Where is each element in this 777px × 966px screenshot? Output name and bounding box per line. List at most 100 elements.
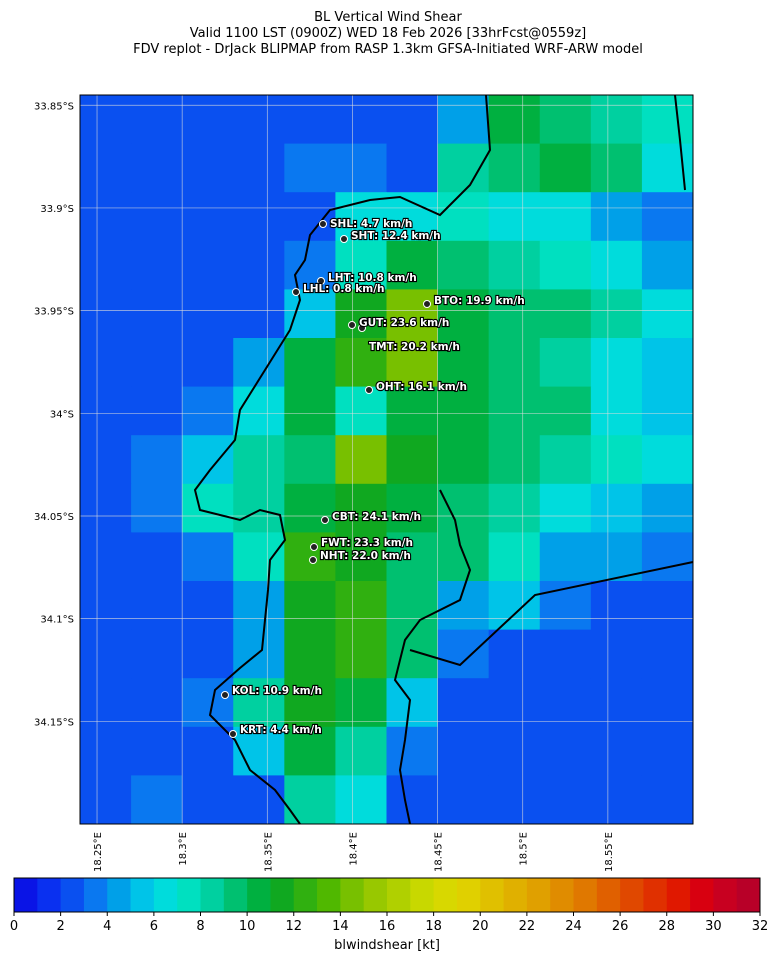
y-tick-label: 34°S [50,409,74,420]
shear-cell [539,483,592,533]
shear-cell [539,289,592,339]
colorbar-swatch [736,878,761,912]
shear-cell [182,289,234,339]
shear-cell [233,775,285,825]
shear-cell [539,338,592,388]
shear-cell [284,435,336,485]
station-dot [319,220,327,228]
shear-cell [233,581,285,631]
shear-cell [131,678,183,728]
shear-cell [233,240,285,290]
station-label: OHT: 16.1 km/h [376,381,467,393]
shear-cell [437,678,490,728]
colorbar-swatch [550,878,574,912]
colorbar-label: blwindshear [kt] [334,938,440,953]
shear-cell [641,629,694,679]
colorbar-tick-label: 32 [752,919,769,934]
shear-cell [182,240,234,290]
shear-cell [284,386,336,436]
colorbar-swatch [37,878,62,912]
shear-cell [233,192,285,242]
colorbar-tick-label: 8 [196,919,204,934]
shear-cell [386,289,439,339]
shear-cell [437,483,490,533]
shear-cell [488,775,541,825]
title: BL Vertical Wind Shear [314,10,462,25]
shear-cell [641,240,694,290]
x-tick-label: 18.55°E [604,832,615,872]
station-dot [221,691,229,699]
shear-cell [488,95,541,145]
subtitle: FDV replot - DrJack BLIPMAP from RASP 1.… [133,42,643,57]
shear-cell [80,192,132,242]
coast [393,489,472,825]
shear-cell [539,192,592,242]
shear-cell [539,726,592,776]
colorbar-swatch [317,878,341,912]
shear-cell [335,726,387,776]
shear-cell [488,678,541,728]
shear-cell [590,726,643,776]
colorbar-swatch [363,878,388,912]
shear-cell [131,726,183,776]
shear-cell [437,95,490,145]
shear-cell [539,240,592,290]
station-label: SHL: 4.7 km/h [330,218,412,230]
x-tick-label: 18.3°E [178,832,189,866]
shear-cell [233,532,285,582]
shear-cell [131,386,183,436]
shear-field [80,95,694,825]
colorbar-swatch [596,878,621,912]
shear-cell [80,629,132,679]
shear-cell [641,143,694,193]
shear-cell [641,483,694,533]
colorbar-swatch [433,878,458,912]
shear-cell [488,483,541,533]
shear-cell [539,435,592,485]
colorbar-tick-label: 14 [332,919,349,934]
colorbar-tick-label: 12 [285,919,302,934]
shear-cell [386,192,439,242]
shear-cell [284,143,336,193]
shear-cell [80,581,132,631]
station-dot [358,324,366,332]
shear-cell [80,775,132,825]
shear-cell [284,581,336,631]
shear-cell [182,581,234,631]
colorbar-swatch [480,878,504,912]
station-label: SHT: 12.4 km/h [351,230,441,242]
colorbar-swatch [713,878,738,912]
station-label: LHL: 0.8 km/h [303,283,385,295]
station-dot [317,277,325,285]
shear-cell [182,386,234,436]
colorbar-tick-label: 2 [56,919,64,934]
colorbar: 0 2 4 6 8 10 12 14 16 18 20 22 24 26 28 30 32 [10,877,769,934]
shear-cell [590,629,643,679]
shear-cell [437,775,490,825]
station-dot [229,730,237,738]
shear-cell [590,532,643,582]
shear-cell [386,678,439,728]
colorbar-swatch [573,878,598,912]
shear-cell [233,95,285,145]
colorbar-swatch [83,878,108,912]
colorbar-tick-label: 16 [379,919,396,934]
shear-cell [539,386,592,436]
shear-cell [131,775,183,825]
shear-cell [233,143,285,193]
shear-cell [182,435,234,485]
graticule [80,95,693,824]
shear-cell [335,775,387,825]
shear-cell [335,192,387,242]
colorbar-swatch [130,878,155,912]
shear-cell [80,143,132,193]
shear-cell [641,435,694,485]
shear-cell [437,532,490,582]
shear-cell [233,483,285,533]
shear-cell [80,240,132,290]
shear-cell [182,483,234,533]
shear-cell [386,726,439,776]
shear-cell [233,726,285,776]
station-label: LHT: 10.8 km/h [328,272,417,284]
colorbar-tick-label: 4 [103,919,111,934]
